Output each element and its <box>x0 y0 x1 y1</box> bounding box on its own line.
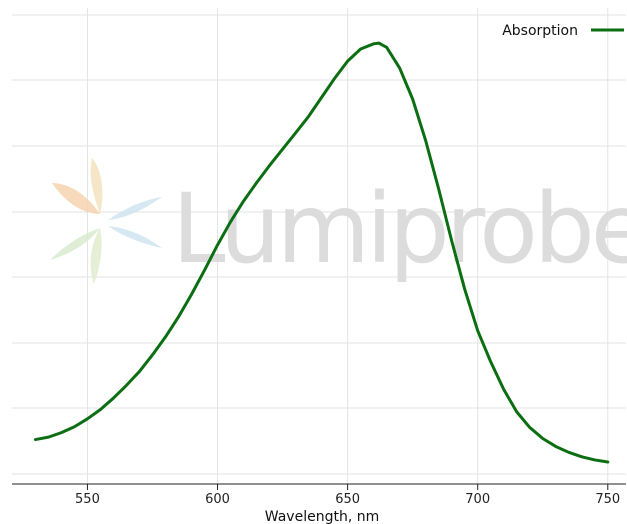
x-tick-label: 750 <box>595 492 620 507</box>
x-tick-label: 600 <box>205 492 230 507</box>
x-tick-label: 650 <box>335 492 360 507</box>
x-ticks: 550 600 650 700 750 <box>75 484 620 507</box>
absorption-series-line <box>33 41 610 464</box>
lumiprobe-logo-icon <box>50 158 162 284</box>
x-tick-label: 550 <box>75 492 100 507</box>
grid-lines <box>12 8 626 484</box>
x-tick-label: 700 <box>465 492 490 507</box>
legend: Absorption <box>502 23 624 39</box>
watermark-petal-yellow <box>90 158 103 214</box>
legend-label-absorption: Absorption <box>502 23 578 39</box>
lumiprobe-watermark: Lumiprobe <box>50 158 627 285</box>
watermark-petal-blue <box>108 197 162 248</box>
x-axis-label: Wavelength, nm <box>265 509 379 524</box>
watermark-text: Lumiprobe <box>172 173 627 285</box>
watermark-petal-orange <box>52 183 100 214</box>
watermark-petal-lightgreen <box>90 228 102 284</box>
watermark-petal-green <box>50 228 100 260</box>
